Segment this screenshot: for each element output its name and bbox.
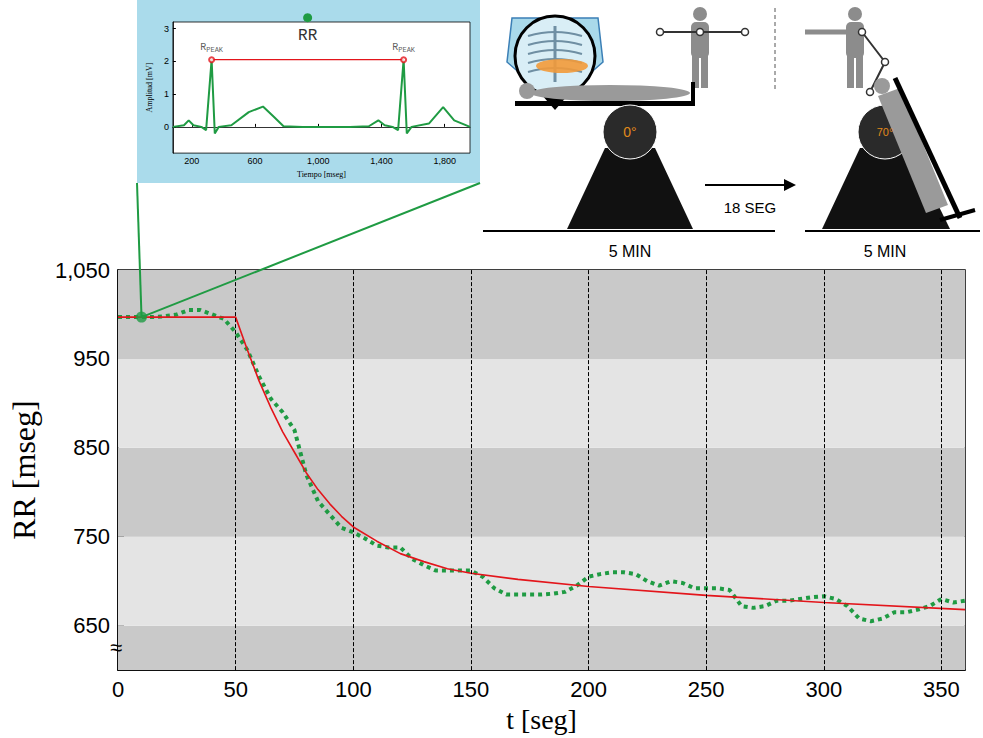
svg-text:250: 250	[688, 677, 725, 702]
svg-text:5 MIN: 5 MIN	[864, 243, 907, 260]
svg-text:200: 200	[184, 156, 199, 166]
svg-text:RR: RR	[298, 27, 318, 45]
svg-text:Amplitud [mV]: Amplitud [mV]	[145, 62, 154, 112]
svg-text:1,000: 1,000	[307, 156, 330, 166]
svg-text:100: 100	[335, 677, 372, 702]
svg-text:950: 950	[73, 346, 110, 371]
svg-text:18 SEG: 18 SEG	[724, 199, 777, 216]
svg-text:≈: ≈	[110, 635, 122, 660]
svg-text:PEAK: PEAK	[398, 46, 416, 54]
svg-text:0: 0	[164, 122, 169, 132]
svg-text:750: 750	[73, 524, 110, 549]
svg-text:300: 300	[805, 677, 842, 702]
svg-text:350: 350	[923, 677, 960, 702]
svg-text:1,400: 1,400	[370, 156, 393, 166]
svg-text:2: 2	[164, 56, 169, 66]
svg-text:150: 150	[453, 677, 490, 702]
svg-text:PEAK: PEAK	[206, 46, 224, 54]
svg-text:0°: 0°	[623, 124, 636, 140]
svg-text:200: 200	[570, 677, 607, 702]
svg-text:70°: 70°	[877, 126, 894, 138]
svg-text:600: 600	[248, 156, 263, 166]
svg-text:5 MIN: 5 MIN	[609, 243, 652, 260]
svg-text:1,800: 1,800	[433, 156, 456, 166]
svg-text:R: R	[200, 42, 207, 54]
svg-text:1,050: 1,050	[55, 258, 110, 283]
svg-text:RR [mseg]: RR [mseg]	[6, 400, 42, 540]
svg-text:t [seg]: t [seg]	[506, 704, 577, 735]
svg-text:R: R	[392, 42, 399, 54]
svg-text:3: 3	[164, 24, 169, 34]
svg-text:50: 50	[223, 677, 247, 702]
svg-text:Tiempo [mseg]: Tiempo [mseg]	[297, 170, 346, 179]
svg-text:850: 850	[73, 435, 110, 460]
svg-text:0: 0	[112, 677, 124, 702]
svg-text:650: 650	[73, 613, 110, 638]
svg-text:1: 1	[164, 89, 169, 99]
